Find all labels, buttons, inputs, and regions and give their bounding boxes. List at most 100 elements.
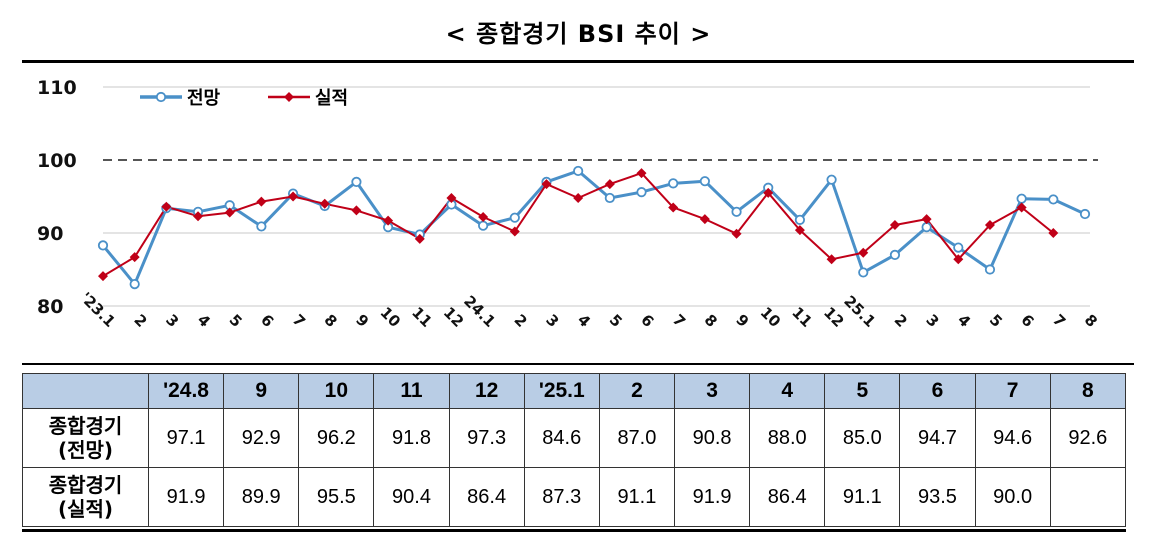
series-line [101,169,1086,286]
data-point [889,249,901,260]
data-point [1079,208,1091,220]
legend-label: 실적 [315,88,348,109]
x-tick-label: 11 [408,303,435,330]
x-tick-label: 6 [637,311,657,331]
data-point [668,178,679,189]
table-row-forecast: 종합경기 (전망) 97.1 92.9 96.2 91.8 97.3 84.6 … [22,408,1127,468]
middle-rule [22,363,1134,365]
table-cell: 86.4 [448,467,525,527]
x-tick-label: 2 [511,311,531,331]
x-tick-label: 9 [352,311,372,331]
x-tick-label: 8 [701,311,721,331]
data-point [921,222,932,233]
data-point [446,192,457,203]
x-tick-label: 4 [574,311,594,331]
table-row-actual: 종합경기 (실적) 91.9 89.9 95.5 90.4 86.4 87.3 … [22,467,1127,527]
data-point [794,214,806,225]
data-point [889,219,900,230]
data-point [731,228,742,239]
x-tick-label: 2 [891,311,911,331]
legend-marker [284,92,294,102]
x-tick-label: 6 [1017,311,1037,331]
table-cell: 97.3 [448,408,525,468]
x-tick-label: 8 [321,311,341,331]
header-cell: '25.1 [523,373,600,409]
data-point [636,168,647,179]
x-tick-label: 4 [954,311,974,331]
data-point [953,254,964,265]
x-tick-label: 25.1 [840,292,879,331]
header-cell: '24.8 [147,373,225,409]
legend-label: 전망 [187,88,221,109]
table-cell: 89.9 [223,467,300,527]
table-header-row: '24.8 9 10 11 12 '25.1 2 3 4 5 6 7 8 [22,373,1127,409]
y-tick-label: 90 [37,223,63,245]
y-tick-label: 100 [37,150,77,172]
row-label-line2: (전망) [57,438,114,462]
data-point [129,252,140,263]
data-point [826,254,837,265]
x-tick-label: 5 [986,311,1006,331]
table-cell: 87.0 [598,408,675,468]
data-point [604,179,615,190]
data-point [826,174,837,185]
x-tick-label: 7 [669,311,689,331]
data-point [193,211,204,222]
data-point [97,240,109,251]
data-point [224,207,235,218]
header-cell: 8 [1049,373,1127,409]
table-corner-cell [22,373,149,409]
x-tick-label: 4 [194,311,214,331]
table-cell [1049,467,1127,527]
x-tick-label: 6 [257,311,277,331]
table-cell: 90.8 [673,408,751,468]
data-point [541,179,552,190]
data-point [668,202,679,213]
table-cell: 91.1 [824,467,901,527]
row-label-line1: 종합경기 [48,414,123,438]
row-label-forecast: 종합경기 (전망) [22,408,149,468]
data-point [953,242,964,253]
x-tick-label: 11 [788,303,815,330]
x-tick-label: 3 [542,311,562,331]
table-cell: 92.9 [223,408,300,468]
header-cell: 4 [749,373,826,409]
data-point [161,201,172,212]
header-cell: 2 [598,373,675,409]
data-point [98,271,108,282]
x-tick-label: 7 [1049,311,1069,331]
header-cell: 10 [298,373,375,409]
data-point [256,196,267,207]
x-tick-label: 2 [130,311,150,331]
header-cell: 3 [673,373,751,409]
header-cell: 7 [974,373,1051,409]
table-cell: 96.2 [298,408,375,468]
table-cell: 94.7 [899,408,976,468]
data-point [984,264,996,275]
bsi-table: '24.8 9 10 11 12 '25.1 2 3 4 5 6 7 8 종합경… [22,373,1127,527]
data-point [1048,194,1059,205]
row-label-line1: 종합경기 [48,473,123,497]
data-point [256,221,267,232]
table-cell: 97.1 [147,408,225,468]
data-point [509,212,520,223]
data-point [288,191,299,202]
data-point [509,226,520,237]
data-point [351,176,362,188]
header-cell: 9 [223,373,300,409]
data-point [984,219,995,230]
data-point [383,215,394,226]
table-cell: 92.6 [1049,408,1127,468]
header-cell: 12 [448,373,525,409]
data-point [573,165,584,177]
x-tick-label: 9 [732,311,752,331]
x-tick-label: 7 [289,311,309,331]
top-rule [22,60,1134,63]
x-tick-label: 10 [377,303,404,330]
row-label-actual: 종합경기 (실적) [22,467,149,527]
table-cell: 85.0 [824,408,901,468]
table-cell: 91.8 [373,408,450,468]
table-cell: 86.4 [749,467,826,527]
table-cell: 90.0 [974,467,1051,527]
x-tick-label: 5 [606,311,626,331]
